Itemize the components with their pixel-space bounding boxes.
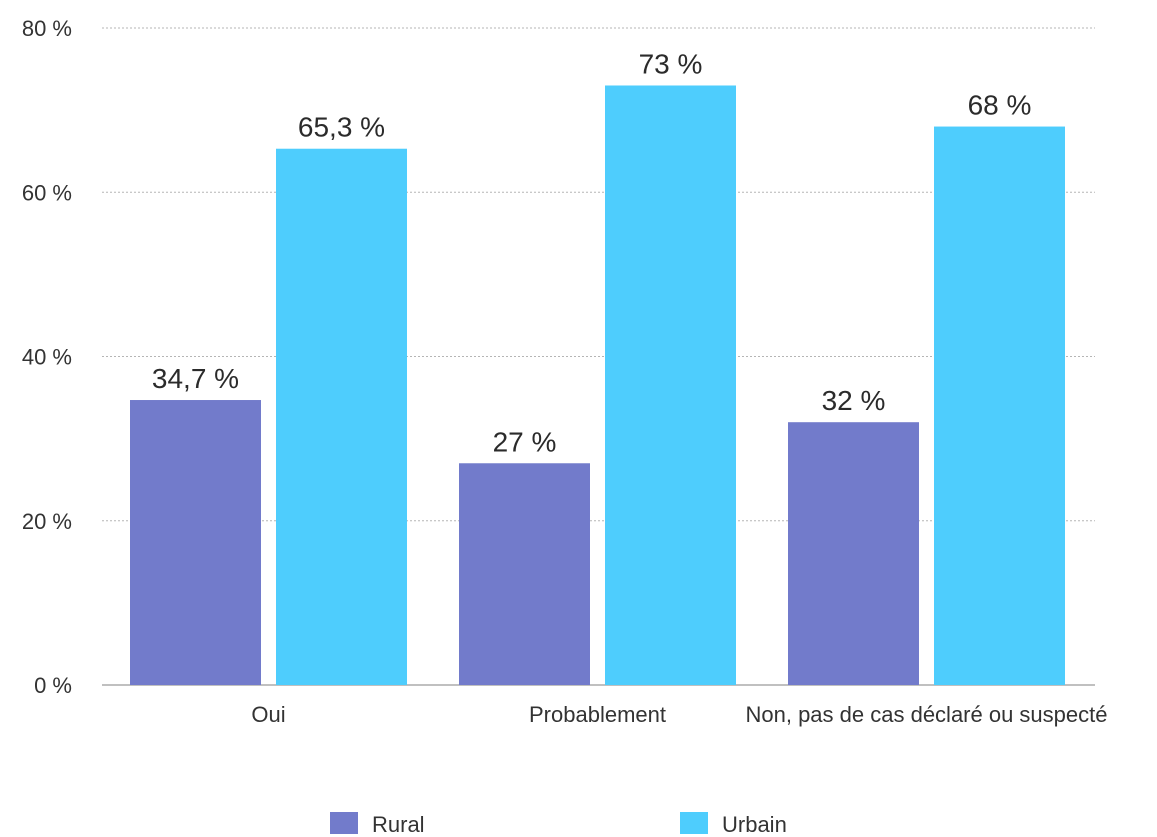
bars xyxy=(130,85,1065,686)
data-label: 65,3 % xyxy=(298,112,385,143)
y-tick-label: 40 % xyxy=(22,345,72,370)
x-tick-label: Oui xyxy=(251,702,285,727)
legend-label: Rural xyxy=(372,812,425,837)
bar-rural-1 xyxy=(459,463,590,685)
y-tick-label: 20 % xyxy=(22,509,72,534)
x-tick-label: Probablement xyxy=(529,702,666,727)
gridlines xyxy=(102,27,1095,686)
data-label: 73 % xyxy=(639,48,703,79)
legend-swatch xyxy=(680,812,708,834)
data-label: 27 % xyxy=(493,426,557,457)
bar-urbain-0 xyxy=(276,148,407,685)
bar-urbain-1 xyxy=(605,85,736,686)
legend-item-urbain: Urbain xyxy=(680,812,787,837)
x-axis-ticks: Oui Probablement Non, pas de cas déclaré o… xyxy=(251,702,1107,727)
data-label: 32 % xyxy=(822,385,886,416)
y-tick-label: 60 % xyxy=(22,180,72,205)
bar-rural-0 xyxy=(130,400,261,685)
legend-item-rural: Rural xyxy=(330,812,425,837)
y-axis-ticks: 0 % 20 % 40 % 60 % 80 % xyxy=(22,16,72,698)
data-labels: 34,7 % 65,3 % 27 % 73 % 32 % 68 % xyxy=(152,48,1032,457)
bar-rural-2 xyxy=(788,422,919,685)
data-label: 68 % xyxy=(968,90,1032,121)
x-tick-label: Non, pas de cas déclaré ou suspecté xyxy=(745,702,1107,727)
legend-label: Urbain xyxy=(722,812,787,837)
bar-urbain-2 xyxy=(934,126,1065,686)
legend-swatch xyxy=(330,812,358,834)
y-tick-label: 80 % xyxy=(22,16,72,41)
y-tick-label: 0 % xyxy=(34,673,72,698)
legend: Rural Urbain xyxy=(330,812,787,837)
data-label: 34,7 % xyxy=(152,363,239,394)
